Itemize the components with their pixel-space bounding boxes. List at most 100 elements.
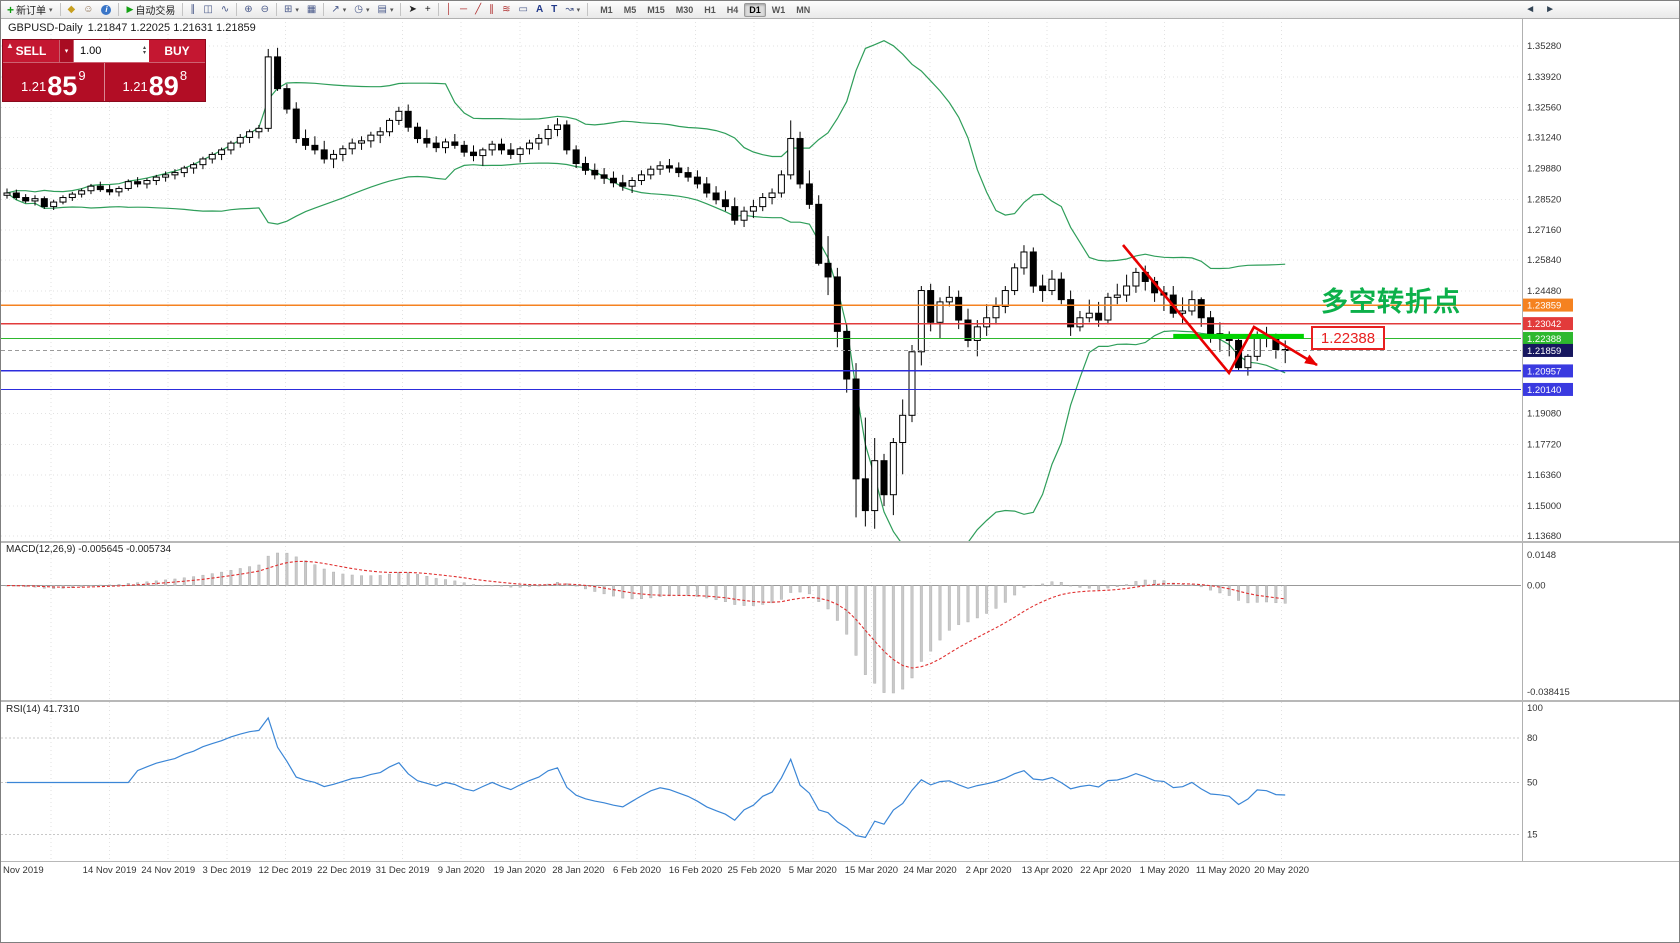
bar-chart-button[interactable]: ∥ <box>186 1 199 18</box>
candle <box>339 145 347 162</box>
toolbar-separator <box>437 3 439 16</box>
autotrading-button[interactable]: ▶ 自动交易 <box>122 1 179 18</box>
zoom-in-button[interactable]: ⊕ <box>240 1 256 18</box>
candle <box>684 166 692 182</box>
label-button[interactable]: T <box>547 1 561 18</box>
info-button[interactable]: i <box>97 1 115 18</box>
time-axis[interactable]: Nov 2019 14 Nov 2019 24 Nov 2019 3 Dec 2019… <box>3 865 1309 876</box>
candle <box>442 138 450 154</box>
templates-button[interactable]: ▤ ▾ <box>374 1 398 18</box>
svg-text:1.23042: 1.23042 <box>1527 319 1561 330</box>
candle <box>647 165 655 180</box>
price-callout-label[interactable]: 1.22388 <box>1311 326 1385 350</box>
buy-button[interactable]: BUY <box>149 40 205 62</box>
timeframe-h4-button[interactable]: H4 <box>726 4 739 15</box>
candle <box>768 188 776 205</box>
timeframe-m1-button[interactable]: M1 <box>600 4 613 15</box>
sell-button[interactable]: SELL <box>3 40 59 62</box>
indicators-button[interactable]: ↗ ▾ <box>327 1 350 18</box>
line-chart-button[interactable]: ∿ <box>217 1 233 18</box>
chart-nav-left-button[interactable]: ◄ <box>1521 1 1539 18</box>
dropdown-caret-icon: ▾ <box>366 6 370 14</box>
candle <box>1011 263 1019 296</box>
candle <box>470 145 477 162</box>
svg-text:1 May 2020: 1 May 2020 <box>1140 865 1190 876</box>
trend-arrow[interactable] <box>1121 244 1318 376</box>
new-chart-icon: ⊞ <box>284 3 293 15</box>
new-chart-button[interactable]: ⊞ ▾ <box>280 1 303 18</box>
nav-right-icon: ► <box>1545 3 1555 15</box>
volume-spinner[interactable]: ▴ ▾ <box>142 45 146 56</box>
zoom-out-icon: ⊖ <box>260 3 269 15</box>
candle <box>162 171 170 182</box>
chart-nav-right-button[interactable]: ► <box>1541 1 1559 18</box>
svg-text:1.20957: 1.20957 <box>1527 366 1561 377</box>
candle <box>311 136 319 155</box>
candle <box>833 267 841 348</box>
trendline-button[interactable]: ╱ <box>471 1 485 18</box>
timeframe-d1-button[interactable]: D1 <box>744 2 766 17</box>
ask-price-display[interactable]: 1.21 89 8 <box>105 63 206 101</box>
candle <box>236 134 244 148</box>
horizontal-line-button[interactable]: ─ <box>456 1 471 18</box>
panel-splitter[interactable] <box>1 541 1680 543</box>
timeframe-m15-button[interactable]: M15 <box>647 4 665 15</box>
symbols-button[interactable]: ◆ <box>64 1 80 18</box>
order-options-caret[interactable]: ▾ <box>59 40 74 62</box>
ask-prefix: 1.21 <box>122 79 148 94</box>
candle <box>1123 274 1131 302</box>
periods-button[interactable]: ◷ ▾ <box>350 1 373 18</box>
ask-pips: 89 <box>148 71 179 101</box>
rsi-line <box>7 716 1286 839</box>
crosshair-button[interactable]: + <box>421 1 435 18</box>
timeframe-w1-button[interactable]: W1 <box>771 4 786 15</box>
arrows-icon: ↝ <box>565 3 574 15</box>
one-click-collapse-toggle[interactable]: ▲ <box>6 41 14 50</box>
toolbar-separator <box>236 3 238 16</box>
candle <box>395 106 403 125</box>
vertical-line-button[interactable]: │ <box>442 1 456 18</box>
zoom-out-button[interactable]: ⊖ <box>257 1 273 18</box>
timeframe-m5-button[interactable]: M5 <box>623 4 637 15</box>
fibonacci-button[interactable]: ≋ <box>498 1 514 18</box>
price-axis[interactable]: 1.35280 1.33920 1.32560 1.31240 1.29880 1.285… <box>1523 41 1573 542</box>
timeframe-h1-button[interactable]: H1 <box>704 4 716 15</box>
toolbar: + 新订单 ▾ ◆ ☺ i ▶ 自动交易 ∥ ◫ ∿ ⊕ ⊖ ⊞ ▾ ▦ ↗ ▾ ◷ ▾ ▤ ▾ ➤ + │ ─ ╱ ∥ ≋ ▭ A T ↝ ▾ M… <box>1 1 1679 19</box>
candle <box>992 297 1000 325</box>
candle <box>871 437 879 529</box>
bid-price-display[interactable]: 1.21 85 9 <box>3 63 104 101</box>
candle <box>180 165 188 178</box>
timeframe-m30-button[interactable]: M30 <box>675 4 694 15</box>
candle <box>861 417 869 527</box>
chart-symbol-period: GBPUSD-Daily <box>8 22 83 34</box>
svg-text:11 May 2020: 11 May 2020 <box>1196 865 1250 876</box>
text-button[interactable]: A <box>532 1 547 18</box>
svg-text:0.00: 0.00 <box>1527 581 1546 592</box>
shapes-button[interactable]: ▭ <box>514 1 531 18</box>
svg-text:80: 80 <box>1527 733 1538 744</box>
timeframe-mn-button[interactable]: MN <box>796 4 811 15</box>
svg-text:1.13680: 1.13680 <box>1527 531 1561 542</box>
arrows-button[interactable]: ↝ ▾ <box>561 1 584 18</box>
toolbar-separator <box>323 3 325 16</box>
panel-splitter[interactable] <box>1 861 1680 862</box>
panel-splitter[interactable] <box>1 700 1680 702</box>
cursor-button[interactable]: ➤ <box>404 1 420 18</box>
new-order-button[interactable]: + 新订单 ▾ <box>3 1 57 18</box>
candle <box>143 178 151 189</box>
svg-text:1.25840: 1.25840 <box>1527 255 1561 266</box>
one-click-trading-widget: SELL ▾ 1.00 ▴ ▾ BUY 1.21 85 9 1.21 89 8 <box>2 39 206 102</box>
volume-input[interactable]: 1.00 ▴ ▾ <box>74 40 149 62</box>
vline-icon: │ <box>445 3 452 15</box>
channel-button[interactable]: ∥ <box>485 1 498 18</box>
account-button[interactable]: ☺ <box>79 1 97 18</box>
candle <box>693 170 701 189</box>
templates-icon: ▤ <box>377 3 387 15</box>
volume-down-icon[interactable]: ▾ <box>142 50 146 56</box>
turning-point-annotation[interactable]: 多空转折点 <box>1321 287 1461 317</box>
volume-up-icon[interactable]: ▴ <box>142 45 146 51</box>
bid-pips: 85 <box>47 71 78 101</box>
candlestick-chart-button[interactable]: ◫ <box>199 1 216 18</box>
tile-windows-button[interactable]: ▦ <box>303 1 320 18</box>
